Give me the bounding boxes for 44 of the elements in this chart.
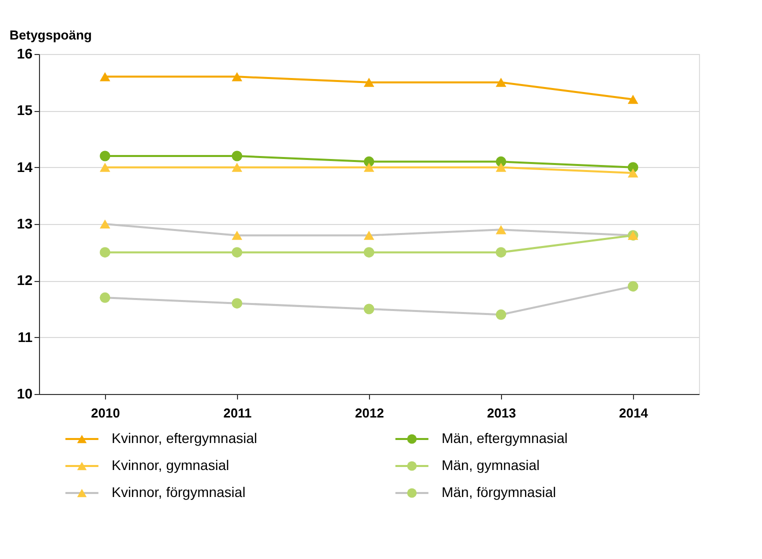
legend-label: Män, förgymnasial xyxy=(442,484,556,500)
x-tick-label: 2013 xyxy=(487,406,516,420)
point xyxy=(232,150,242,162)
point xyxy=(364,78,374,87)
point xyxy=(100,247,110,258)
x-tick-label: 2014 xyxy=(619,406,649,420)
x-tick-label: 2011 xyxy=(223,406,252,420)
point xyxy=(100,162,110,172)
y-tick-label: 13 xyxy=(16,216,33,232)
point xyxy=(496,78,506,87)
point xyxy=(232,162,242,172)
y-axis-title: Betygspoäng xyxy=(10,28,92,42)
point xyxy=(232,230,242,240)
legend-label: Män, eftergymnasial xyxy=(442,430,568,446)
legend-label: Kvinnor, förgymnasial xyxy=(112,484,246,500)
point xyxy=(496,162,506,172)
point xyxy=(496,247,506,258)
point xyxy=(232,247,242,258)
y-tick-label: 11 xyxy=(18,328,33,345)
point xyxy=(232,72,242,82)
point xyxy=(100,219,110,229)
legend-label: Män, gymnasial xyxy=(442,457,540,473)
point xyxy=(100,72,110,82)
y-tick-label: 14 xyxy=(16,158,33,175)
y-tick-label: 10 xyxy=(16,386,33,402)
legend-label: Kvinnor, eftergymnasial xyxy=(112,430,258,446)
x-tick-label: 2010 xyxy=(91,406,120,420)
point xyxy=(364,247,374,258)
point xyxy=(628,94,638,104)
y-tick-label: 16 xyxy=(16,46,33,62)
point xyxy=(100,150,110,162)
point xyxy=(628,168,638,178)
point xyxy=(496,309,506,320)
point xyxy=(628,281,638,292)
point xyxy=(496,225,506,234)
y-tick-label: 15 xyxy=(16,102,33,118)
point xyxy=(100,292,110,303)
x-tick-label: 2012 xyxy=(355,406,384,420)
point xyxy=(364,162,374,172)
point xyxy=(364,304,374,314)
point xyxy=(232,298,242,309)
y-tick-label: 12 xyxy=(16,272,33,288)
point xyxy=(364,230,374,240)
legend-label: Kvinnor, gymnasial xyxy=(112,457,230,473)
